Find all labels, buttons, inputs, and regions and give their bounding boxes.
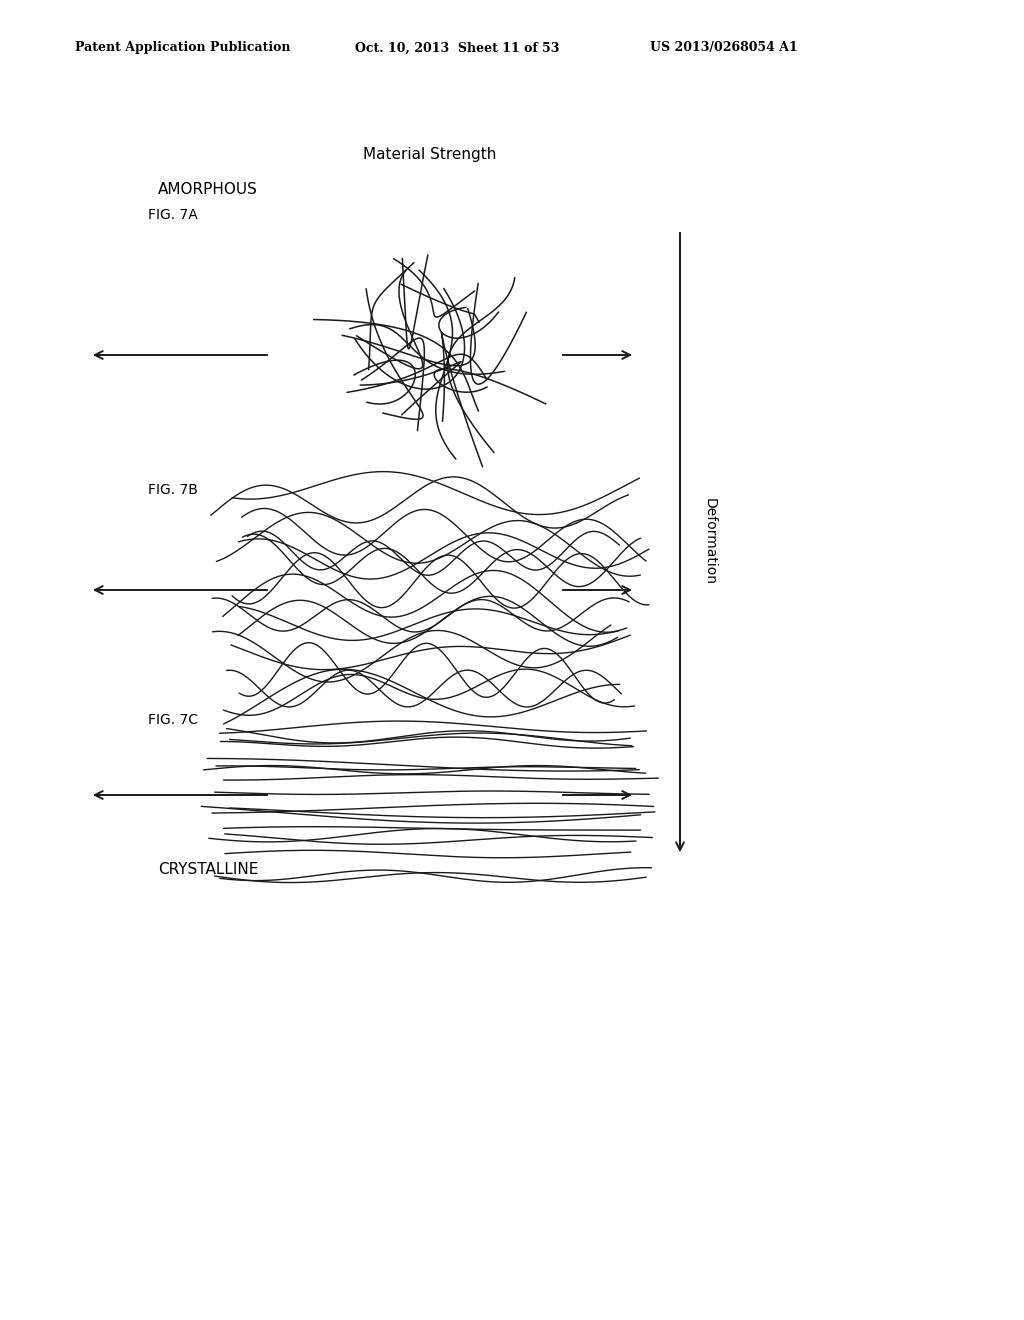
Text: Patent Application Publication: Patent Application Publication [75,41,291,54]
Text: US 2013/0268054 A1: US 2013/0268054 A1 [650,41,798,54]
Text: FIG. 7A: FIG. 7A [148,209,198,222]
Text: AMORPHOUS: AMORPHOUS [158,182,258,198]
Text: CRYSTALLINE: CRYSTALLINE [158,862,258,878]
Text: FIG. 7B: FIG. 7B [148,483,198,498]
Text: FIG. 7C: FIG. 7C [148,713,198,727]
Text: Deformation: Deformation [703,499,717,586]
Text: Material Strength: Material Strength [364,148,497,162]
Text: Oct. 10, 2013  Sheet 11 of 53: Oct. 10, 2013 Sheet 11 of 53 [355,41,559,54]
